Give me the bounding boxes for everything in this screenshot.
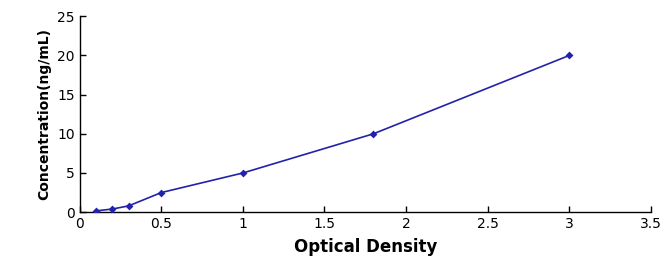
Point xyxy=(564,53,574,58)
Point xyxy=(91,209,102,213)
Point xyxy=(107,207,118,211)
Y-axis label: Concentration(ng/mL): Concentration(ng/mL) xyxy=(38,28,52,200)
Point xyxy=(156,190,167,195)
Point xyxy=(124,204,134,208)
Point xyxy=(238,171,248,175)
Point xyxy=(368,132,378,136)
X-axis label: Optical Density: Optical Density xyxy=(293,238,437,256)
